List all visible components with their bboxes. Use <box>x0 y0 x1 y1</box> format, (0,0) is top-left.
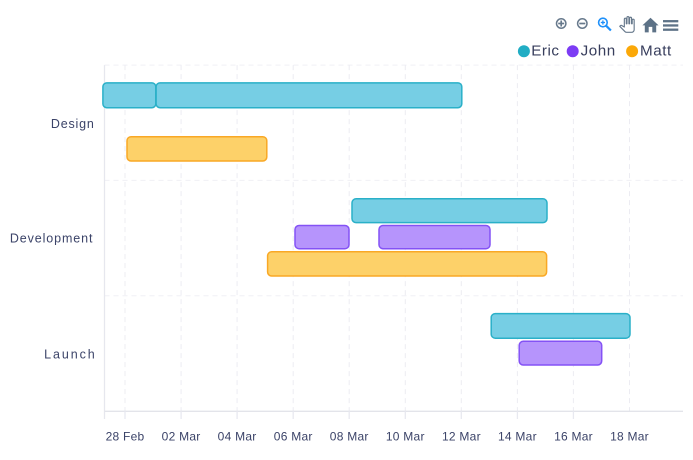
svg-text:Matt: Matt <box>640 43 672 60</box>
svg-text:06 Mar: 06 Mar <box>274 430 313 444</box>
svg-text:12 Mar: 12 Mar <box>442 430 481 444</box>
svg-text:18 Mar: 18 Mar <box>610 430 649 444</box>
svg-text:04 Mar: 04 Mar <box>218 430 257 444</box>
svg-text:Development: Development <box>10 232 94 246</box>
svg-text:Launch: Launch <box>44 348 96 362</box>
svg-text:28 Feb: 28 Feb <box>106 430 145 444</box>
svg-text:10 Mar: 10 Mar <box>386 430 425 444</box>
svg-text:John: John <box>581 43 616 60</box>
svg-text:Eric: Eric <box>531 43 559 60</box>
svg-text:16 Mar: 16 Mar <box>554 430 593 444</box>
svg-text:08 Mar: 08 Mar <box>330 430 369 444</box>
svg-text:14 Mar: 14 Mar <box>498 430 537 444</box>
svg-text:Design: Design <box>51 117 95 131</box>
svg-text:02 Mar: 02 Mar <box>162 430 201 444</box>
